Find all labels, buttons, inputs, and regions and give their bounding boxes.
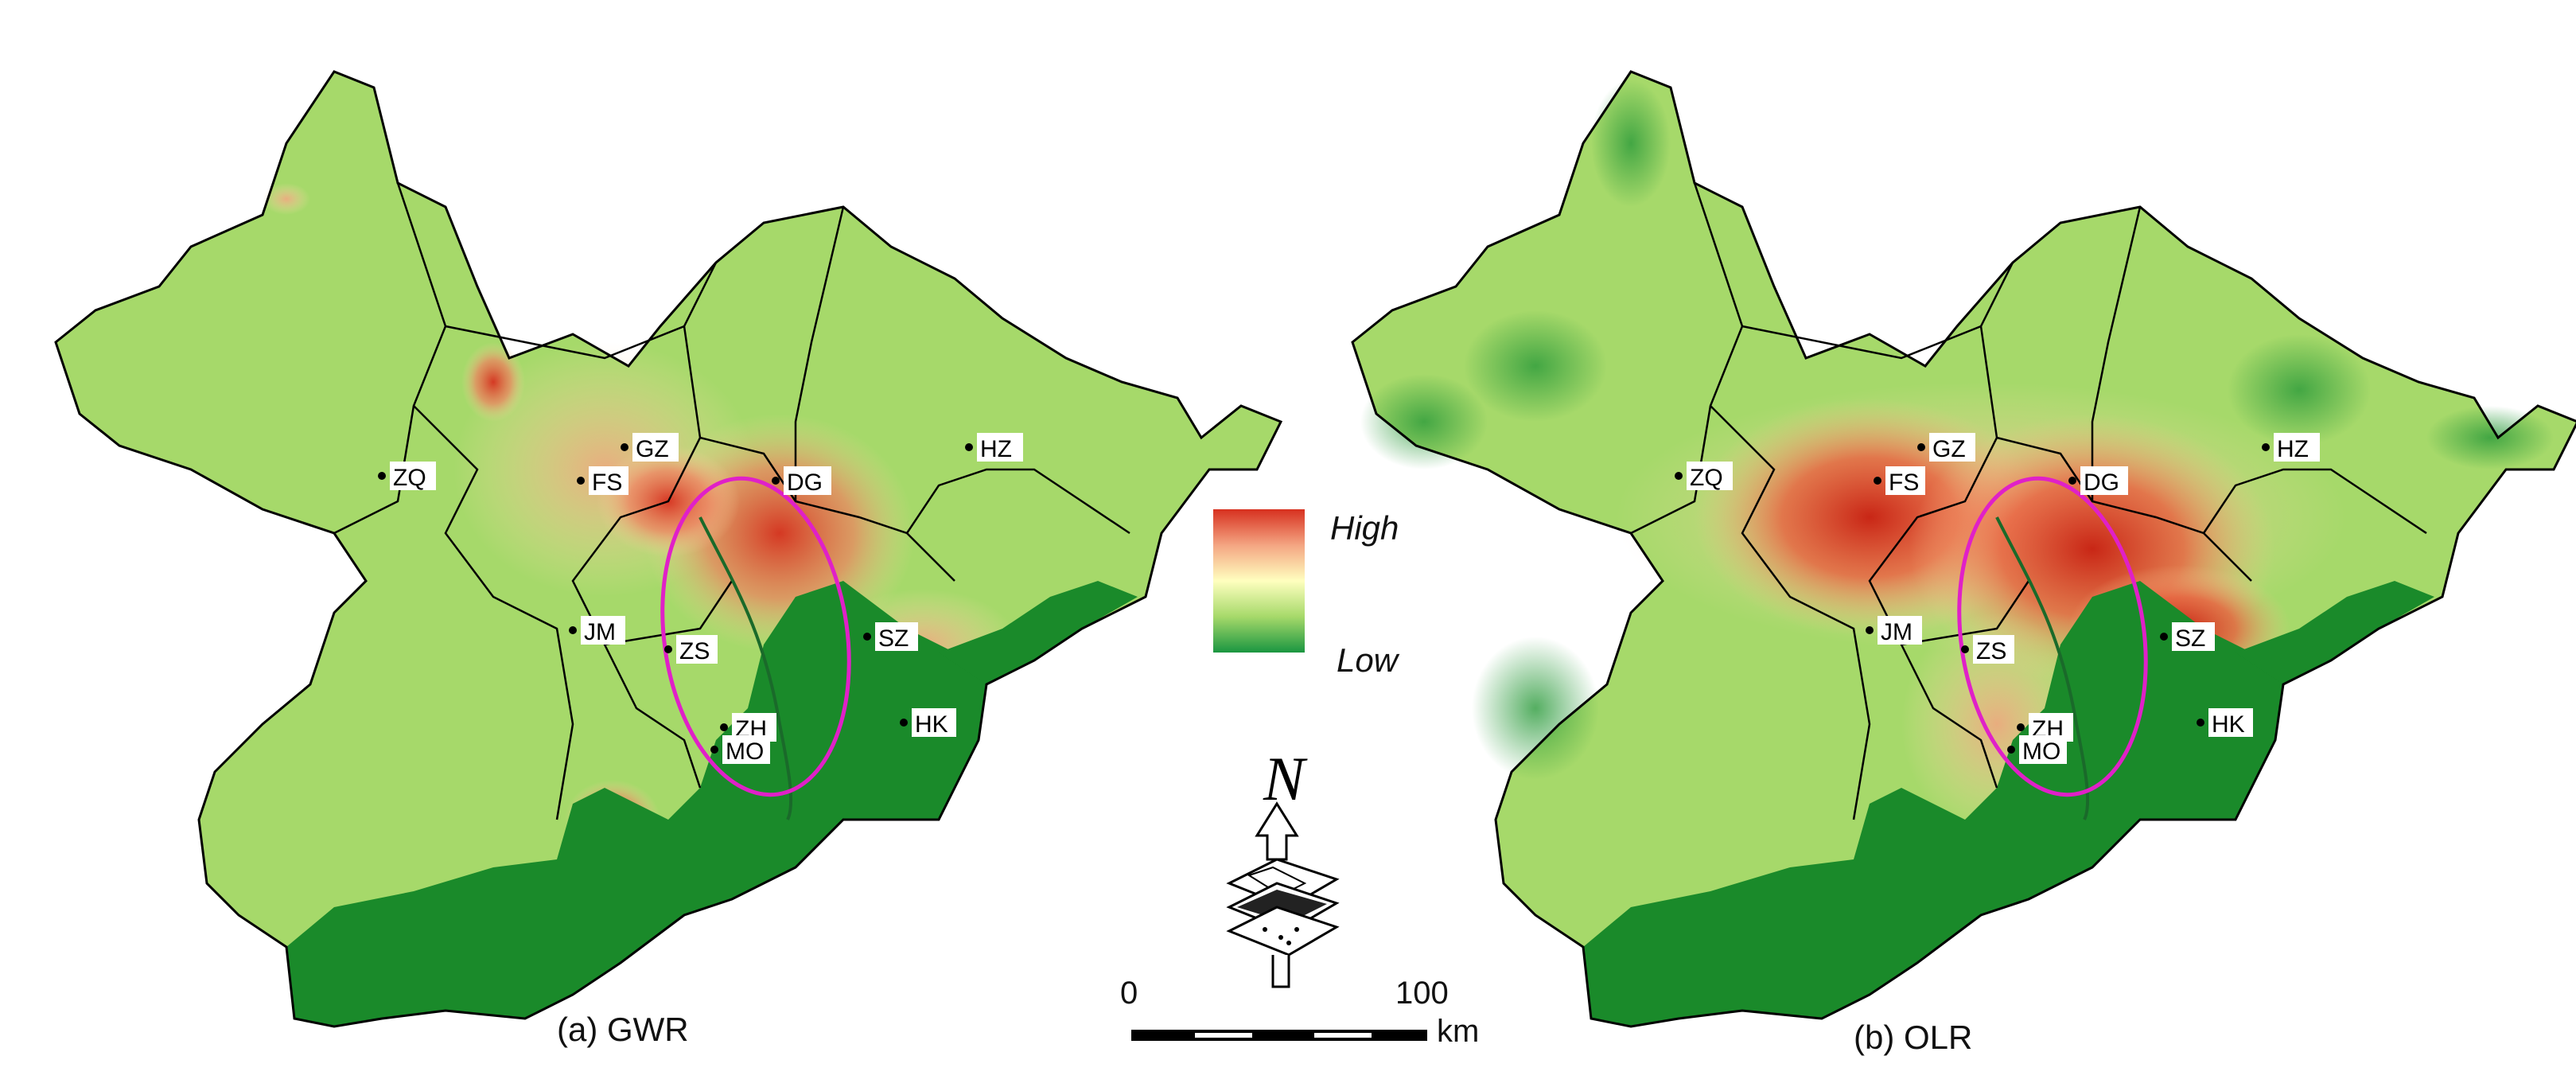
city-ZQ: ZQ <box>1675 462 1733 491</box>
city-label-SZ: SZ <box>2175 625 2205 652</box>
city-DG: DG <box>772 466 831 496</box>
city-MO: MO <box>2007 735 2067 765</box>
city-label-JM: JM <box>1881 619 1913 645</box>
city-markers: ZQ GZ FS DG HZ JM ZS SZ ZH HK MO <box>1675 433 2320 765</box>
caption-gwr: (a) GWR <box>557 1011 689 1048</box>
city-label-GZ: GZ <box>636 436 669 462</box>
city-HK: HK <box>2197 708 2253 738</box>
scale-start-label: 0 <box>1120 976 1138 1011</box>
scale-unit-label: km <box>1437 1014 1480 1049</box>
city-HZ: HZ <box>965 433 1023 462</box>
city-ZS: ZS <box>1961 635 2014 664</box>
caption-olr: (b) OLR <box>1854 1019 1973 1056</box>
city-label-MO: MO <box>726 738 764 765</box>
city-GZ: GZ <box>621 433 679 462</box>
city-JM: JM <box>569 616 625 645</box>
city-MO: MO <box>710 735 770 765</box>
north-letter: N <box>1263 744 1308 813</box>
legend <box>1213 509 1305 653</box>
city-JM: JM <box>1866 616 1922 645</box>
city-label-FS: FS <box>1889 469 1919 496</box>
city-label-ZQ: ZQ <box>1690 465 1723 491</box>
north-arrow-icon: N <box>1226 744 1340 988</box>
scale-end-label: 100 <box>1395 976 1449 1011</box>
legend-low-label: Low <box>1337 641 1399 679</box>
city-label-HK: HK <box>915 711 948 738</box>
city-ZS: ZS <box>664 635 718 664</box>
city-label-MO: MO <box>2022 738 2060 765</box>
city-DG: DG <box>2068 466 2128 496</box>
legend-high-label: High <box>1330 509 1399 547</box>
city-label-DG: DG <box>787 469 823 496</box>
map-olr: ZQ GZ FS DG HZ JM ZS SZ ZH HK MO <box>1351 70 2576 1028</box>
city-label-FS: FS <box>592 469 622 496</box>
city-GZ: GZ <box>1917 433 1975 462</box>
legend-color-ramp <box>1213 509 1305 653</box>
city-ZQ: ZQ <box>378 462 436 491</box>
city-label-GZ: GZ <box>1932 436 1966 462</box>
city-label-SZ: SZ <box>878 625 909 652</box>
city-label-ZQ: ZQ <box>393 465 426 491</box>
city-HK: HK <box>900 708 956 738</box>
city-FS: FS <box>1874 466 1925 496</box>
city-label-ZS: ZS <box>679 638 710 664</box>
city-SZ: SZ <box>863 622 918 652</box>
map-gwr: ZQ GZ FS DG HZ JM ZS SZ ZH HK MO <box>54 70 1282 1028</box>
city-label-HZ: HZ <box>2277 436 2309 462</box>
city-HZ: HZ <box>2262 433 2320 462</box>
city-markers: ZQ GZ FS DG HZ JM ZS SZ ZH HK MO <box>378 433 1023 765</box>
city-label-HZ: HZ <box>980 436 1012 462</box>
city-label-ZS: ZS <box>1976 638 2006 664</box>
city-FS: FS <box>577 466 628 496</box>
city-SZ: SZ <box>2160 622 2215 652</box>
city-label-HK: HK <box>2212 711 2245 738</box>
city-label-DG: DG <box>2084 469 2119 496</box>
scale-bar <box>1131 1030 1427 1041</box>
city-label-JM: JM <box>584 619 616 645</box>
